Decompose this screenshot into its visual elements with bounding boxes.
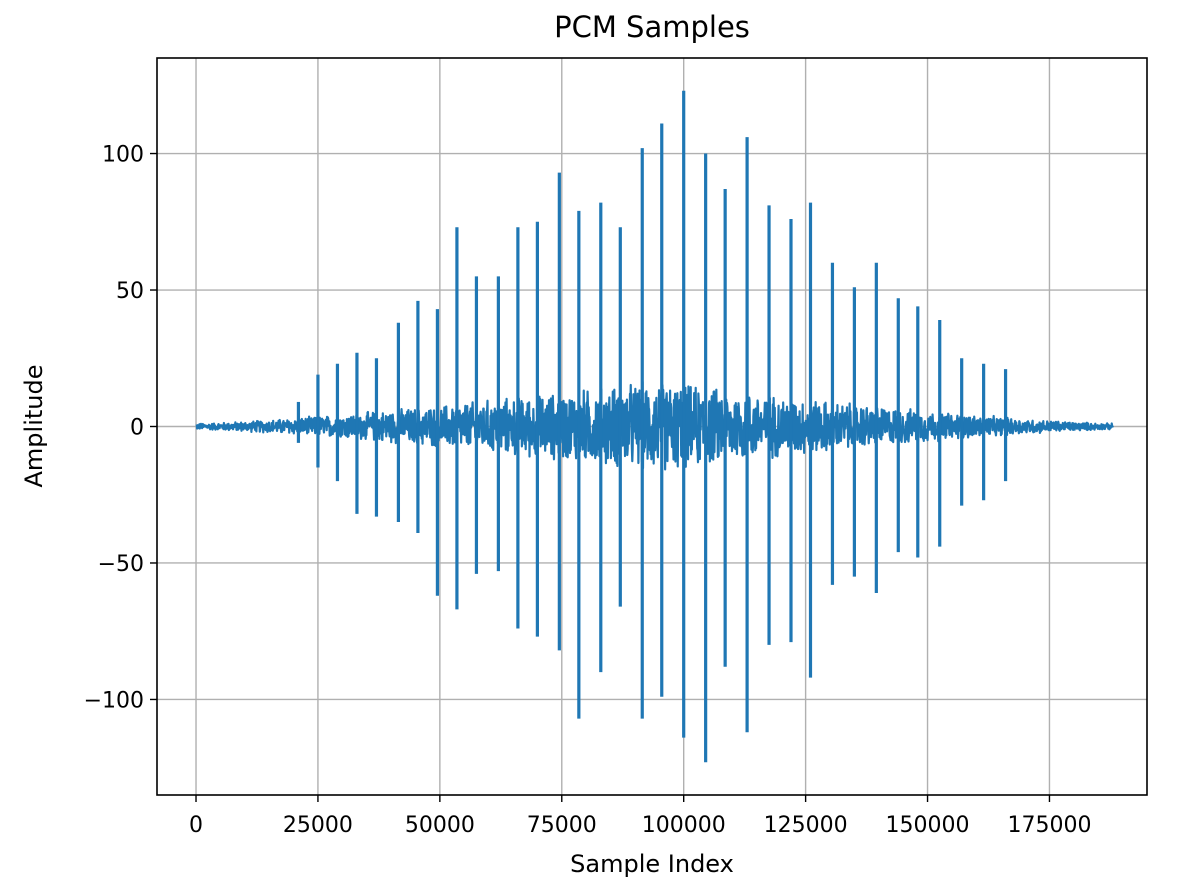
x-tick-label: 25000 bbox=[283, 813, 353, 838]
x-axis-ticks: 0 25000 50000 75000 100000 125000 150000 175000 bbox=[189, 795, 1091, 838]
chart-title: PCM Samples bbox=[554, 10, 750, 44]
y-tick-label: 50 bbox=[116, 279, 144, 304]
waveform-noise bbox=[195, 380, 1114, 471]
x-tick-label: 125000 bbox=[764, 813, 848, 838]
x-tick-label: 100000 bbox=[642, 813, 726, 838]
y-tick-label: 0 bbox=[130, 416, 144, 441]
x-tick-label: 150000 bbox=[886, 813, 970, 838]
y-axis-label: Amplitude bbox=[20, 365, 48, 488]
x-tick-label: 175000 bbox=[1007, 813, 1091, 838]
waveform-series bbox=[195, 90, 1114, 763]
x-tick-label: 75000 bbox=[527, 813, 597, 838]
x-tick-label: 50000 bbox=[405, 813, 475, 838]
y-tick-label: −50 bbox=[98, 552, 144, 577]
y-tick-label: −100 bbox=[84, 688, 144, 713]
x-tick-label: 0 bbox=[189, 813, 203, 838]
y-axis-ticks: −100 −50 0 50 100 bbox=[84, 143, 157, 713]
x-axis-label: Sample Index bbox=[570, 850, 734, 878]
y-tick-label: 100 bbox=[102, 143, 144, 168]
